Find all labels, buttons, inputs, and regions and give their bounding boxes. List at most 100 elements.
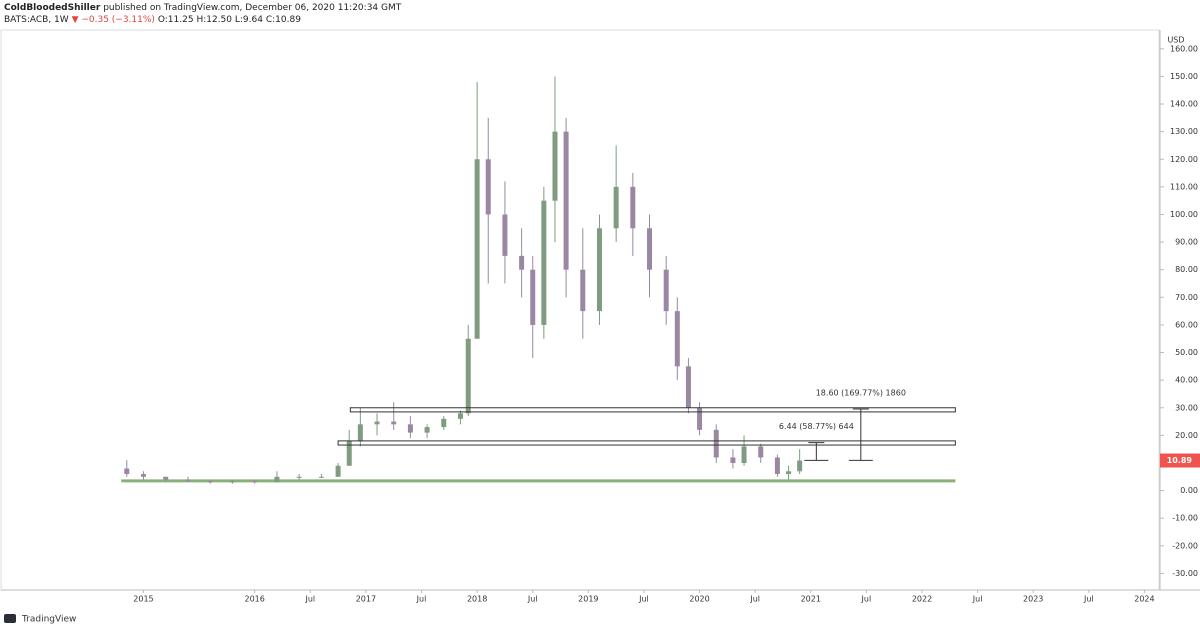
candle-body (252, 480, 258, 483)
candle-body (274, 476, 280, 483)
x-tick-label: 2017 (356, 595, 376, 604)
y-tick-label: 20.00 (1175, 431, 1198, 440)
y-tick-label: 50.00 (1175, 348, 1198, 357)
candle-body (391, 421, 397, 425)
y-tick-label: -30.00 (1172, 569, 1198, 578)
x-tick-label: 2015 (133, 595, 153, 604)
level-box (337, 440, 956, 446)
x-tick-label: Jul (749, 595, 760, 604)
x-tick-label: Jul (972, 595, 983, 604)
candle-body (465, 338, 471, 414)
measure-label: 6.44 (58.77%) 644 (779, 422, 854, 431)
candle-body (457, 413, 463, 419)
x-tick-label: 2023 (1023, 595, 1043, 604)
candle-body (124, 468, 130, 475)
x-tick-label: Jul (861, 595, 872, 604)
ohlc-open: O:11.25 (157, 15, 194, 25)
change: ▼ −0.35 (−3.11%) (71, 15, 155, 25)
candle-body (485, 159, 491, 215)
candle-body (663, 269, 669, 312)
x-tick-label: Jul (304, 595, 315, 604)
x-tick-label: Jul (638, 595, 649, 604)
candle-body (797, 460, 803, 472)
header-line: ColdBloodedShiller published on TradingV… (4, 2, 401, 14)
candle-body (357, 424, 363, 441)
candle-body (674, 311, 680, 367)
candle-body (207, 480, 213, 483)
y-tick-label: 160.00 (1170, 44, 1198, 53)
y-tick-label: 120.00 (1170, 155, 1198, 164)
published: published on TradingView.com, December 0… (103, 3, 402, 13)
currency: USD (1167, 36, 1184, 45)
candle-body (163, 476, 169, 480)
candle-body (140, 474, 146, 477)
x-tick-label: 2020 (689, 595, 709, 604)
candle-body (441, 418, 447, 428)
candle-body (713, 429, 719, 458)
candle-body (346, 440, 352, 466)
candle-body (229, 480, 235, 483)
level-box (349, 407, 956, 413)
candle-body (741, 446, 747, 463)
candle-body (552, 131, 558, 201)
plot-frame (0, 29, 1160, 591)
last-price-label: 10.89 (1167, 456, 1193, 465)
candle-body (613, 186, 619, 229)
x-tick-label: 2016 (245, 595, 265, 604)
x-tick-label: 2019 (578, 595, 598, 604)
y-tick-label: 0.00 (1180, 486, 1198, 495)
header: ColdBloodedShiller published on TradingV… (4, 2, 401, 26)
y-tick-label: 150.00 (1170, 72, 1198, 81)
y-tick-label: -10.00 (1172, 514, 1198, 523)
y-tick-label: 70.00 (1175, 293, 1198, 302)
last-price-tag (1160, 453, 1200, 468)
measure-label: 18.60 (169.77%) 1860 (816, 388, 906, 397)
candle-body (318, 476, 324, 478)
candle-body (730, 457, 736, 463)
x-tick-label: Jul (1083, 595, 1094, 604)
candle-body (374, 421, 380, 425)
candle-body (596, 228, 602, 312)
candle-body (685, 366, 691, 408)
y-tick-label: 110.00 (1170, 182, 1198, 191)
brand: TradingView (21, 615, 76, 625)
y-tick-label: 90.00 (1175, 238, 1198, 247)
symbol: BATS:ACB, 1W (4, 15, 69, 25)
x-tick-label: 2024 (1134, 595, 1154, 604)
y-tick-label: 60.00 (1175, 320, 1198, 329)
candle-body (519, 255, 525, 270)
ohlc-close: C:10.89 (265, 15, 301, 25)
x-tick-label: 2018 (467, 595, 487, 604)
ohlc-high: H:12.50 (196, 15, 233, 25)
candle-body (697, 407, 703, 430)
header-line: BATS:ACB, 1W ▼ −0.35 (−3.11%) O:11.25 H:… (4, 14, 401, 26)
candle-body (335, 465, 341, 477)
ohlc-low: L:9.64 (234, 15, 263, 25)
author: ColdBloodedShiller (4, 3, 101, 13)
x-tick-label: Jul (416, 595, 427, 604)
footer-logo (4, 614, 16, 623)
y-tick-label: 140.00 (1170, 100, 1198, 109)
candle-body (580, 269, 586, 312)
candle-body (185, 479, 191, 481)
candle-body (530, 269, 536, 325)
candle-body (407, 424, 413, 433)
candle-body (541, 200, 547, 325)
candle-body (758, 446, 764, 458)
x-tick-label: 2022 (912, 595, 932, 604)
candle-body (502, 214, 508, 256)
candle-body (424, 427, 430, 433)
candle-body (296, 476, 302, 478)
candle-body (774, 457, 780, 475)
y-tick-label: 40.00 (1175, 376, 1198, 385)
candle-body (647, 228, 653, 270)
candle-body (474, 159, 480, 339)
x-tick-label: Jul (527, 595, 538, 604)
y-tick-label: 30.00 (1175, 403, 1198, 412)
y-tick-label: -20.00 (1172, 541, 1198, 550)
candle-body (630, 186, 636, 229)
y-tick-label: 130.00 (1170, 127, 1198, 136)
y-tick-label: 100.00 (1170, 210, 1198, 219)
candle-body (563, 131, 569, 270)
